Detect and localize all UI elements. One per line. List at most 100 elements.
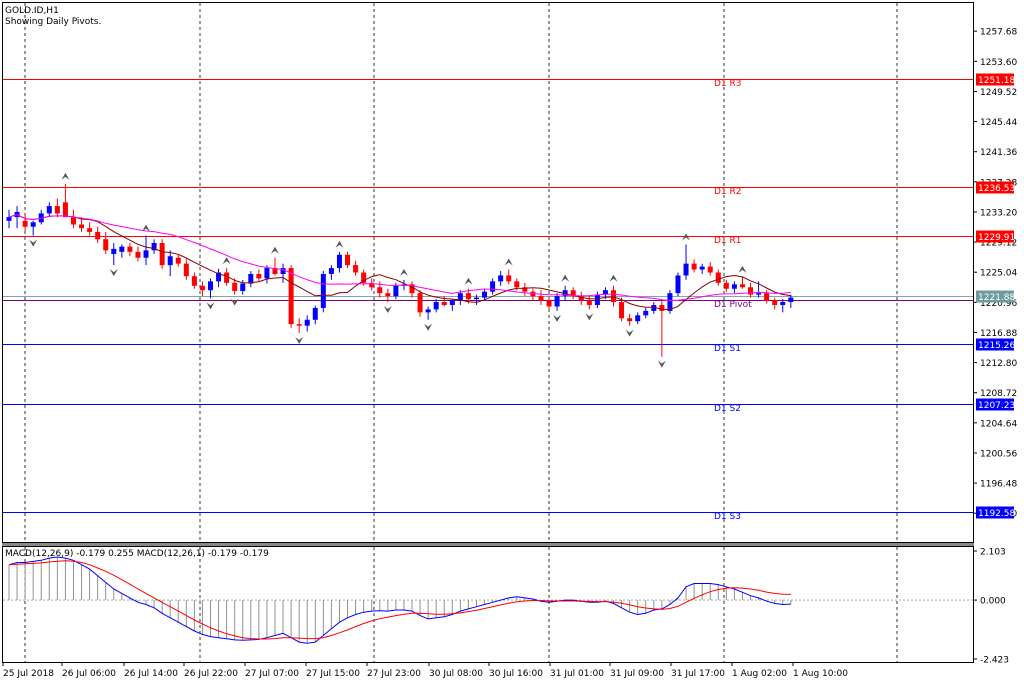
candle-body <box>562 290 568 297</box>
candle-body <box>498 275 504 282</box>
candle-body <box>449 300 455 305</box>
candle-body <box>127 246 133 252</box>
fractal-up-marker <box>270 246 279 254</box>
candle-body <box>635 315 641 322</box>
candle-body <box>651 304 657 311</box>
time-axis-label: 26 Jul 06:00 <box>62 669 116 679</box>
candle-body <box>506 275 512 282</box>
time-axis-label: 27 Jul 15:00 <box>306 669 360 679</box>
fractal-up-marker <box>222 257 231 265</box>
time-axis-label: 1 Aug 02:00 <box>732 669 787 679</box>
candle-body <box>473 297 479 300</box>
time-axis-label: 31 Jul 09:00 <box>610 669 664 679</box>
fractal-up-marker <box>609 274 618 282</box>
candle-body <box>216 272 222 282</box>
candle-body <box>232 282 238 291</box>
price-axis-label: 1216.88 <box>980 329 1017 339</box>
ma-slow-line <box>8 213 791 302</box>
pivot-level-name: D1 R2 <box>714 187 742 197</box>
candle-body <box>22 220 28 227</box>
candle-body <box>369 282 375 288</box>
price-axis-label: 1196.48 <box>980 480 1017 490</box>
candle-body <box>538 296 544 301</box>
time-axis-label: 26 Jul 22:00 <box>184 669 238 679</box>
fractal-markers <box>29 172 747 368</box>
candle-body <box>417 293 423 313</box>
fractal-down-marker <box>109 269 118 277</box>
candle-body <box>103 239 109 251</box>
candle-body <box>554 296 560 307</box>
level-price-badge <box>976 73 1014 86</box>
fractal-up-marker <box>738 265 747 273</box>
candle-body <box>611 290 616 303</box>
fractal-down-marker <box>553 314 562 322</box>
pivot-level-name: D1 S1 <box>714 344 741 354</box>
macd-panel-frame <box>2 546 974 663</box>
candle-body <box>167 256 173 266</box>
candle-body <box>586 300 592 305</box>
candle-body <box>514 281 520 288</box>
pivot-level-name: D1 S3 <box>714 512 741 522</box>
candle-body <box>465 293 471 300</box>
time-axis-label: 31 Jul 17:00 <box>671 669 725 679</box>
price-axis-label: 1233.20 <box>980 208 1017 218</box>
candle-body <box>95 231 101 240</box>
time-axis-label: 26 Jul 14:00 <box>124 669 178 679</box>
candle-body <box>441 302 447 305</box>
level-price-badge-text: 1251.18 <box>978 76 1015 86</box>
price-axis-label: 1212.80 <box>980 359 1017 369</box>
candle-body <box>79 224 85 229</box>
candle-body <box>490 281 496 292</box>
price-axis-label: 1245.44 <box>980 118 1017 128</box>
candle-body <box>756 293 762 295</box>
candle-body <box>143 250 149 258</box>
macd-histogram <box>3 556 973 644</box>
candle-body <box>336 254 342 269</box>
candle-body <box>748 287 754 295</box>
candle-body <box>482 291 488 298</box>
panel-separator[interactable] <box>2 543 974 546</box>
candle-body <box>288 268 294 325</box>
candle-body <box>409 284 415 294</box>
candle-body <box>457 293 463 301</box>
candle-body <box>393 285 399 297</box>
candle-body <box>264 268 270 279</box>
candle-body <box>199 285 205 291</box>
pivot-levels: D1 R3 D1 R2 D1 R1 D1 Pivot D1 S1 D1 S2 D1 S3 <box>3 79 973 522</box>
fractal-down-marker <box>295 337 304 345</box>
candle-body <box>707 266 713 273</box>
fractal-up-marker <box>142 224 151 232</box>
candle-body <box>667 293 673 311</box>
candle-body <box>328 268 334 274</box>
fractal-down-marker <box>625 329 634 337</box>
fractal-down-marker <box>230 298 239 306</box>
candle-body <box>135 251 141 258</box>
candle-body <box>296 324 302 326</box>
current-price-badge <box>976 290 1014 303</box>
candle-body <box>248 273 254 284</box>
macd-axis: 2.103 0.000 -2.423 <box>973 548 1009 666</box>
candle-body <box>788 297 794 303</box>
candle-body <box>54 206 60 214</box>
candle-body <box>256 273 262 279</box>
candle-body <box>191 276 197 286</box>
candle-body <box>683 263 689 276</box>
level-price-badge-text: 1236.53 <box>978 184 1015 194</box>
candle-body <box>312 307 318 320</box>
level-price-badge <box>976 506 1014 519</box>
candle-body <box>715 272 721 283</box>
fractal-up-marker <box>335 240 344 248</box>
moving-averages <box>8 213 791 311</box>
time-axis-label: 1 Aug 10:00 <box>793 669 848 679</box>
candle-body <box>425 309 431 313</box>
candle-body <box>224 272 230 283</box>
candle-body <box>691 263 697 270</box>
candle-body <box>675 275 681 294</box>
pivot-level-name: D1 S2 <box>714 404 741 414</box>
level-price-badge <box>976 181 1014 194</box>
macd-axis-label: -2.423 <box>980 656 1009 666</box>
price-axis-label: 1225.04 <box>980 269 1017 279</box>
fractal-down-marker <box>585 313 594 321</box>
price-axis-label: 1204.64 <box>980 419 1017 429</box>
candle-body <box>602 290 608 295</box>
